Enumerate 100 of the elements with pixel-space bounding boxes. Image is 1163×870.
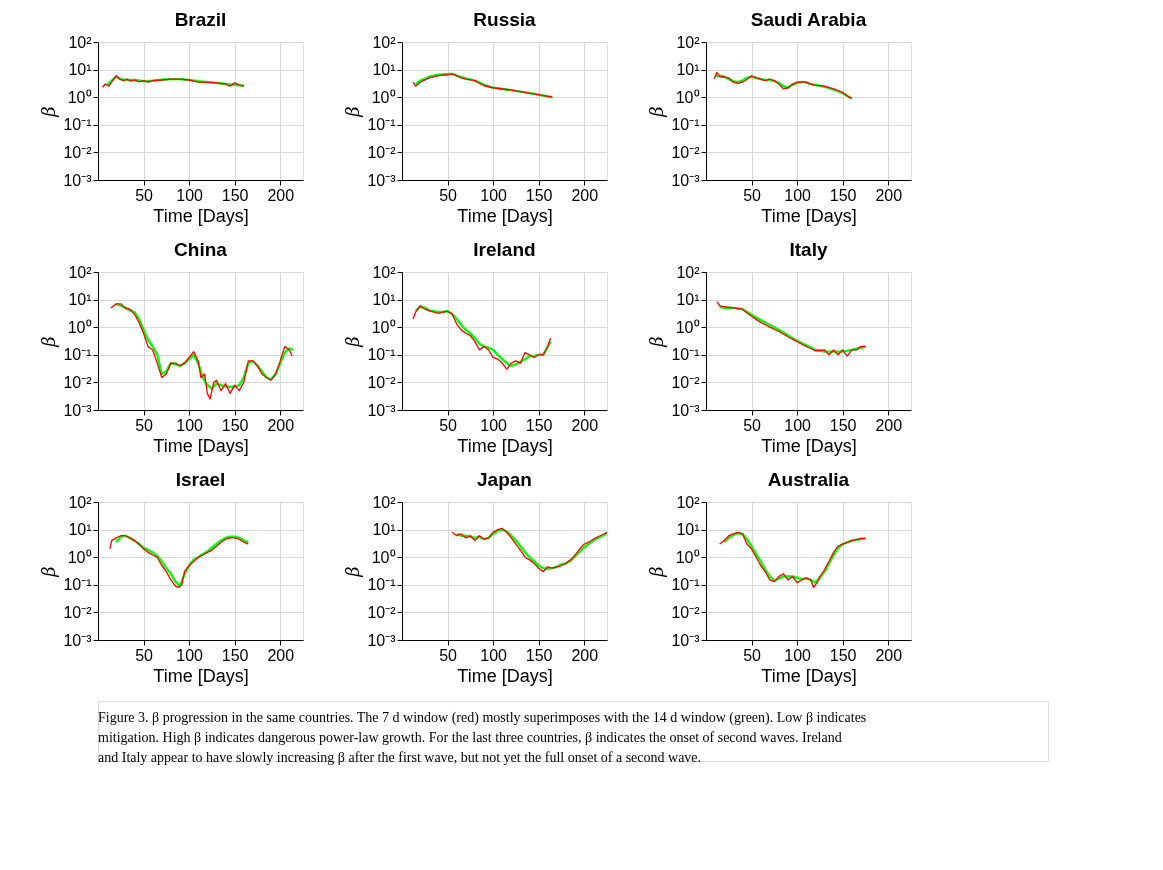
x-tick-label: 200: [875, 646, 903, 664]
y-tick-label: 10⁻²: [367, 373, 397, 391]
x-axis-title: Time [Days]: [761, 665, 857, 686]
x-tick-label: 150: [525, 646, 553, 664]
y-axis-title: β: [646, 566, 668, 578]
y-tick-label: 10⁻¹: [63, 576, 92, 594]
chart-title: Italy: [789, 239, 828, 260]
x-tick-label: 200: [875, 186, 903, 204]
x-tick-label: 150: [525, 416, 553, 434]
chart-title: Japan: [477, 469, 532, 490]
chart-title: Ireland: [473, 239, 536, 260]
y-tick-label: 10⁻³: [63, 401, 93, 419]
x-axis-title: Time [Days]: [761, 205, 857, 226]
y-tick-label: 10¹: [372, 61, 396, 79]
y-tick-label: 10¹: [68, 61, 92, 79]
y-tick-label: 10²: [68, 263, 93, 281]
x-axis-title: Time [Days]: [457, 205, 553, 226]
chart-title: Brazil: [174, 9, 227, 30]
chart-title: Australia: [767, 469, 850, 490]
x-tick-label: 50: [439, 646, 458, 664]
y-tick-label: 10⁻³: [63, 171, 93, 189]
x-tick-label: 200: [571, 646, 599, 664]
y-tick-label: 10⁻²: [63, 603, 93, 621]
y-tick-label: 10⁰: [67, 318, 92, 336]
y-tick-label: 10⁰: [371, 88, 396, 106]
x-tick-label: 200: [267, 186, 295, 204]
y-tick-label: 10⁻³: [671, 631, 701, 649]
x-tick-label: 100: [480, 416, 508, 434]
y-tick-label: 10²: [676, 493, 701, 511]
x-axis-title: Time [Days]: [457, 665, 553, 686]
x-tick-label: 150: [525, 186, 553, 204]
y-axis-title: β: [38, 106, 60, 118]
caption: Figure 3. β progression in the same countries. The 7 d window (red) mostly superimposes with the 14 d window (green). Low β indicates mitigation. High β indicates dangerous power-law growth. For the last three countries, β indicates the onset of second waves. Ireland and Italy appear to have slowly increasing β after the first wave, but not yet the full onset of a second wave.: [98, 710, 867, 765]
x-tick-label: 150: [829, 646, 857, 664]
x-tick-label: 100: [176, 416, 204, 434]
x-tick-label: 50: [439, 416, 458, 434]
y-tick-label: 10²: [372, 263, 397, 281]
y-tick-label: 10¹: [372, 291, 396, 309]
y-tick-label: 10⁻²: [63, 143, 93, 161]
x-tick-label: 200: [875, 416, 903, 434]
y-tick-label: 10⁻¹: [671, 346, 700, 364]
chart-title: China: [174, 239, 228, 260]
x-tick-label: 150: [221, 646, 249, 664]
y-tick-label: 10⁰: [675, 548, 700, 566]
chart-title: Saudi Arabia: [750, 9, 867, 30]
x-tick-label: 50: [743, 416, 762, 434]
y-tick-label: 10⁻¹: [367, 116, 396, 134]
y-tick-label: 10²: [372, 493, 397, 511]
y-tick-label: 10⁻³: [367, 171, 397, 189]
y-tick-label: 10²: [68, 493, 93, 511]
y-tick-label: 10⁻³: [671, 401, 701, 419]
x-tick-label: 50: [743, 186, 762, 204]
x-tick-label: 200: [571, 186, 599, 204]
y-tick-label: 10⁻¹: [367, 576, 396, 594]
y-tick-label: 10⁻²: [63, 373, 93, 391]
x-tick-label: 150: [221, 416, 249, 434]
y-tick-label: 10⁻³: [367, 401, 397, 419]
x-axis-title: Time [Days]: [457, 435, 553, 456]
y-tick-label: 10²: [68, 33, 93, 51]
y-tick-label: 10⁰: [67, 548, 92, 566]
y-axis-title: β: [342, 336, 364, 348]
y-tick-label: 10⁻¹: [671, 116, 700, 134]
y-tick-label: 10²: [676, 263, 701, 281]
x-tick-label: 100: [784, 186, 812, 204]
y-axis-title: β: [646, 336, 668, 348]
x-tick-label: 100: [784, 646, 812, 664]
x-tick-label: 200: [267, 416, 295, 434]
y-tick-label: 10⁻³: [671, 171, 701, 189]
x-tick-label: 50: [135, 186, 154, 204]
y-tick-label: 10²: [676, 33, 701, 51]
x-axis-title: Time [Days]: [153, 435, 249, 456]
x-tick-label: 50: [743, 646, 762, 664]
y-axis-title: β: [342, 566, 364, 578]
x-tick-label: 50: [135, 646, 154, 664]
x-tick-label: 50: [135, 416, 154, 434]
y-tick-label: 10⁻²: [671, 143, 701, 161]
y-tick-label: 10⁰: [67, 88, 92, 106]
y-tick-label: 10⁻¹: [367, 346, 396, 364]
y-tick-label: 10¹: [676, 61, 700, 79]
x-tick-label: 100: [176, 186, 204, 204]
y-tick-label: 10⁻²: [671, 373, 701, 391]
x-axis-title: Time [Days]: [153, 665, 249, 686]
y-tick-label: 10¹: [68, 291, 92, 309]
x-tick-label: 150: [829, 186, 857, 204]
y-tick-label: 10¹: [676, 291, 700, 309]
x-tick-label: 100: [176, 646, 204, 664]
y-axis-title: β: [646, 106, 668, 118]
x-tick-label: 100: [480, 646, 508, 664]
x-axis-title: Time [Days]: [153, 205, 249, 226]
y-tick-label: 10⁰: [371, 318, 396, 336]
chart-title: Israel: [175, 469, 226, 490]
x-axis-title: Time [Days]: [761, 435, 857, 456]
y-tick-label: 10⁻¹: [671, 576, 700, 594]
y-tick-label: 10⁻³: [367, 631, 397, 649]
y-axis-title: β: [342, 106, 364, 118]
y-tick-label: 10⁻¹: [63, 346, 92, 364]
x-tick-label: 200: [571, 416, 599, 434]
y-tick-label: 10²: [372, 33, 397, 51]
chart-title: Russia: [473, 9, 537, 30]
y-tick-label: 10⁻²: [367, 603, 397, 621]
